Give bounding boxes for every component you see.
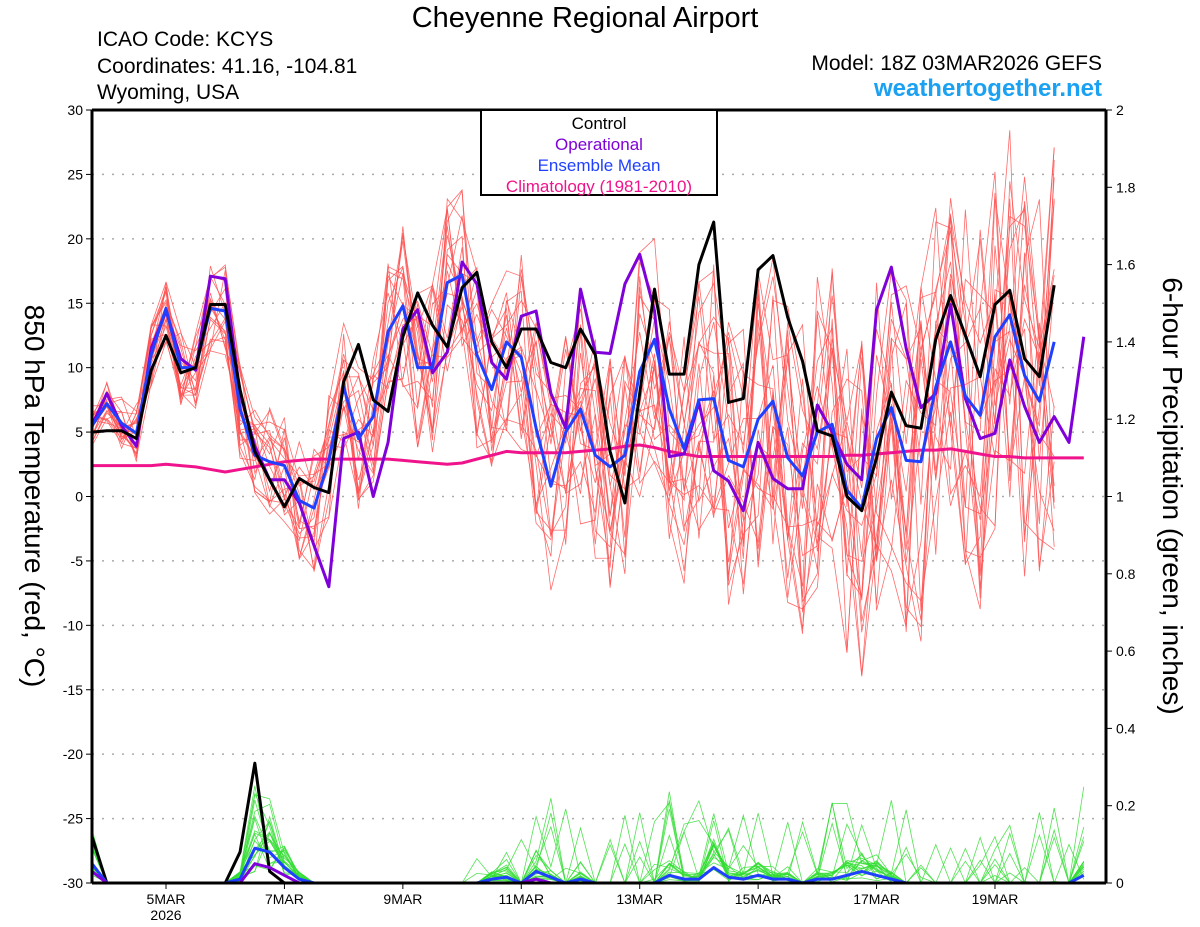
x-tick-label: 13MAR bbox=[616, 891, 663, 907]
left-tick-label: 25 bbox=[67, 166, 83, 182]
right-tick-label: 0.8 bbox=[1116, 566, 1136, 582]
temperature-member-line bbox=[91, 171, 1055, 653]
left-tick-label: -10 bbox=[63, 617, 83, 633]
legend-operational: Operational bbox=[555, 135, 643, 154]
right-tick-label: 1.8 bbox=[1116, 179, 1136, 195]
temperature-ensemble-members bbox=[91, 130, 1055, 677]
right-tick-label: 0.6 bbox=[1116, 643, 1136, 659]
location: Wyoming, USA bbox=[97, 81, 240, 104]
left-tick-label: 0 bbox=[75, 489, 83, 505]
temperature-member-line bbox=[91, 272, 1055, 598]
temperature-member-line bbox=[91, 235, 1055, 677]
coordinates: Coordinates: 41.16, -104.81 bbox=[97, 55, 358, 78]
right-tick-label: 2 bbox=[1116, 102, 1124, 118]
temperature-line-climatology-1981-2010- bbox=[92, 443, 1084, 474]
x-tick-sublabel: 2026 bbox=[150, 907, 181, 923]
model-run: Model: 18Z 03MAR2026 GEFS bbox=[811, 52, 1102, 75]
left-tick-label: -25 bbox=[63, 811, 83, 827]
legend: Control Operational Ensemble Mean Climat… bbox=[480, 109, 718, 196]
temperature-member-line bbox=[91, 207, 1055, 612]
chart-title: Cheyenne Regional Airport bbox=[411, 2, 759, 34]
right-tick-label: 1.2 bbox=[1116, 411, 1136, 427]
x-tick-label: 7MAR bbox=[265, 891, 304, 907]
right-tick-label: 1.6 bbox=[1116, 257, 1136, 273]
x-tick-label: 9MAR bbox=[383, 891, 422, 907]
right-tick-label: 0.4 bbox=[1116, 720, 1136, 736]
precip-line-control bbox=[90, 761, 1084, 885]
x-tick-label: 19MAR bbox=[972, 891, 1019, 907]
legend-climatology: Climatology (1981-2010) bbox=[505, 177, 693, 196]
icao-code: ICAO Code: KCYS bbox=[97, 28, 274, 51]
right-tick-label: 1.4 bbox=[1116, 334, 1136, 350]
right-tick-label: 0 bbox=[1116, 875, 1124, 891]
legend-control: Control bbox=[571, 114, 627, 133]
right-axis-title: 6-hour Precipitation (green, inches) bbox=[1157, 277, 1188, 714]
x-tick-label: 11MAR bbox=[498, 891, 544, 907]
axes: 302520151050-5-10-15-20-25-3021.81.61.41… bbox=[63, 102, 1136, 923]
left-tick-label: -20 bbox=[63, 746, 83, 762]
main-series bbox=[90, 220, 1086, 885]
x-tick-label: 17MAR bbox=[853, 891, 900, 907]
right-tick-label: 0.2 bbox=[1116, 798, 1136, 814]
temperature-member-line bbox=[91, 192, 1055, 585]
temperature-member-line bbox=[91, 130, 1055, 642]
legend-ensemble-mean: Ensemble Mean bbox=[537, 156, 661, 175]
temperature-line-operational bbox=[90, 252, 1086, 589]
precip-ensemble-members bbox=[91, 785, 1085, 884]
left-tick-label: 20 bbox=[67, 231, 83, 247]
site-link[interactable]: weathertogether.net bbox=[873, 75, 1102, 102]
left-tick-label: -15 bbox=[63, 682, 83, 698]
left-axis-title: 850 hPa Temperature (red, °C) bbox=[19, 305, 50, 688]
temperature-member-line bbox=[91, 181, 1055, 621]
temperature-line-control bbox=[91, 220, 1056, 513]
x-tick-label: 5MAR bbox=[147, 891, 186, 907]
left-tick-label: -30 bbox=[63, 875, 83, 891]
left-tick-label: 10 bbox=[67, 360, 83, 376]
left-tick-label: 15 bbox=[67, 295, 83, 311]
left-tick-label: -5 bbox=[71, 553, 84, 569]
left-tick-label: 30 bbox=[67, 102, 83, 118]
right-tick-label: 1 bbox=[1116, 489, 1124, 505]
temperature-member-line bbox=[91, 200, 1055, 633]
x-tick-label: 15MAR bbox=[735, 891, 782, 907]
left-tick-label: 5 bbox=[75, 424, 83, 440]
